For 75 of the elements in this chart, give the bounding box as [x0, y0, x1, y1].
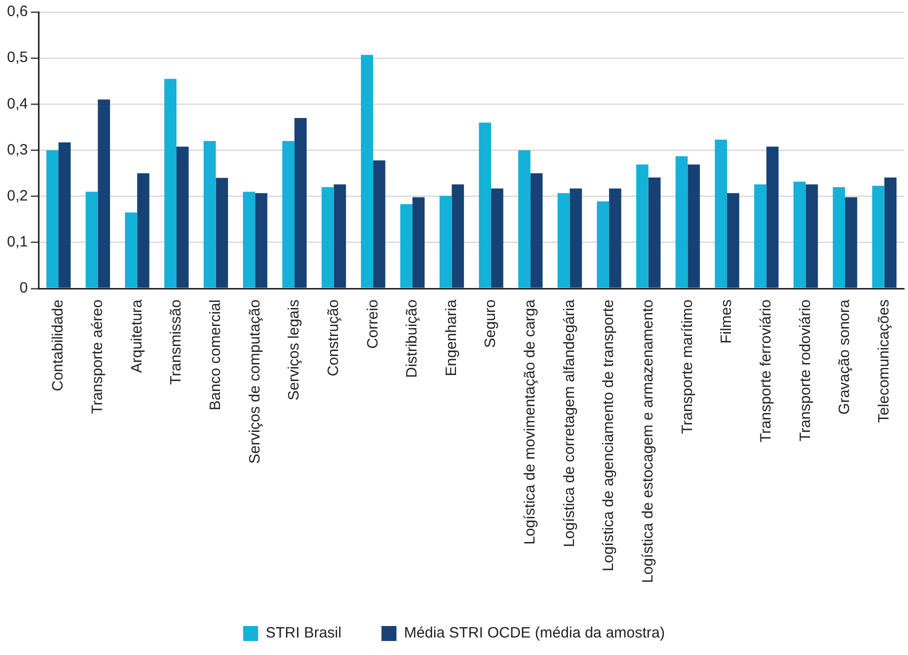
- y-tick-label: 0,5: [6, 49, 28, 66]
- x-tick-label: Serviços de computação: [246, 300, 264, 464]
- bar: [164, 78, 176, 288]
- y-tick-label: 0,2: [6, 187, 28, 204]
- x-tick-label: Seguro: [482, 300, 500, 348]
- bar: [176, 146, 189, 288]
- legend-label: STRI Brasil: [266, 624, 342, 642]
- bar: [793, 182, 806, 288]
- x-tick-label: Transmissão: [168, 300, 185, 385]
- x-tick-label: Transporte rodoviário: [796, 300, 814, 442]
- x-tick-label: Engenharia: [442, 298, 460, 376]
- bar: [412, 197, 425, 288]
- x-tick-label: Telecomunicações: [875, 300, 892, 423]
- x-tick-label: Logística de agenciamento de transporte: [600, 300, 618, 572]
- bar: [884, 177, 897, 288]
- y-tick-label: 0,4: [6, 95, 28, 112]
- bar: [727, 193, 740, 288]
- x-tick-label: Transporte ferroviário: [758, 300, 775, 442]
- bar: [518, 150, 530, 288]
- bar: [58, 142, 71, 288]
- x-tick-label: Transporte marítimo: [678, 300, 696, 434]
- bar: [322, 187, 334, 288]
- bar: [478, 122, 492, 288]
- y-tick-label: 0: [20, 280, 28, 297]
- bar: [98, 100, 110, 288]
- y-tick-label: 0,6: [6, 3, 28, 20]
- x-tick-label: Construção: [324, 300, 342, 376]
- bar: [636, 164, 648, 288]
- bar: [46, 150, 59, 288]
- y-tick-label: 0,3: [6, 141, 28, 158]
- x-tick-label: Transporte aéreo: [88, 300, 106, 414]
- bar: [832, 187, 846, 288]
- bar: [845, 197, 858, 288]
- bar: [360, 54, 374, 288]
- bar: [373, 160, 386, 288]
- x-tick-label: Correio: [364, 300, 382, 349]
- bar: [452, 184, 464, 288]
- bar: [570, 188, 582, 288]
- bar: [204, 141, 216, 288]
- bar: [806, 184, 818, 288]
- bar: [216, 178, 228, 288]
- bar: [334, 184, 346, 288]
- bar: [137, 173, 150, 288]
- bar: [872, 186, 884, 288]
- x-tick-label: Contabilidade: [50, 300, 67, 392]
- y-tick-label: 0,1: [6, 234, 28, 251]
- bar: [754, 184, 766, 288]
- bar: [558, 193, 570, 288]
- bar: [440, 196, 452, 288]
- bar: [609, 188, 622, 288]
- bar: [255, 193, 268, 288]
- x-tick-label: Distribuição: [404, 300, 421, 378]
- x-tick-label: Filmes: [718, 300, 736, 344]
- bar: [688, 164, 700, 288]
- x-tick-label: Arquitetura: [128, 298, 146, 373]
- x-tick-label: Banco comercial: [206, 300, 224, 410]
- bar: [714, 140, 728, 288]
- x-tick-label: Logística de estocagem e armazenamento: [640, 300, 657, 583]
- x-tick-label: Logística de corretagem alfandegária: [560, 298, 578, 548]
- bar: [124, 212, 138, 288]
- bar: [242, 192, 256, 288]
- bar: [294, 118, 307, 288]
- bar: [766, 146, 779, 288]
- bar: [530, 173, 543, 288]
- bar: [86, 192, 98, 288]
- bar: [282, 141, 294, 288]
- x-tick-label: Logística de movimentação de carga: [522, 298, 539, 545]
- bar: [596, 201, 610, 288]
- bar: [400, 204, 412, 288]
- x-tick-label: Serviços legais: [286, 300, 303, 400]
- legend-label: Média STRI OCDE (média da amostra): [404, 624, 665, 642]
- bar: [648, 177, 661, 288]
- x-tick-label: Gravação sonora: [836, 298, 854, 415]
- bar: [491, 188, 504, 288]
- bar: [676, 156, 688, 288]
